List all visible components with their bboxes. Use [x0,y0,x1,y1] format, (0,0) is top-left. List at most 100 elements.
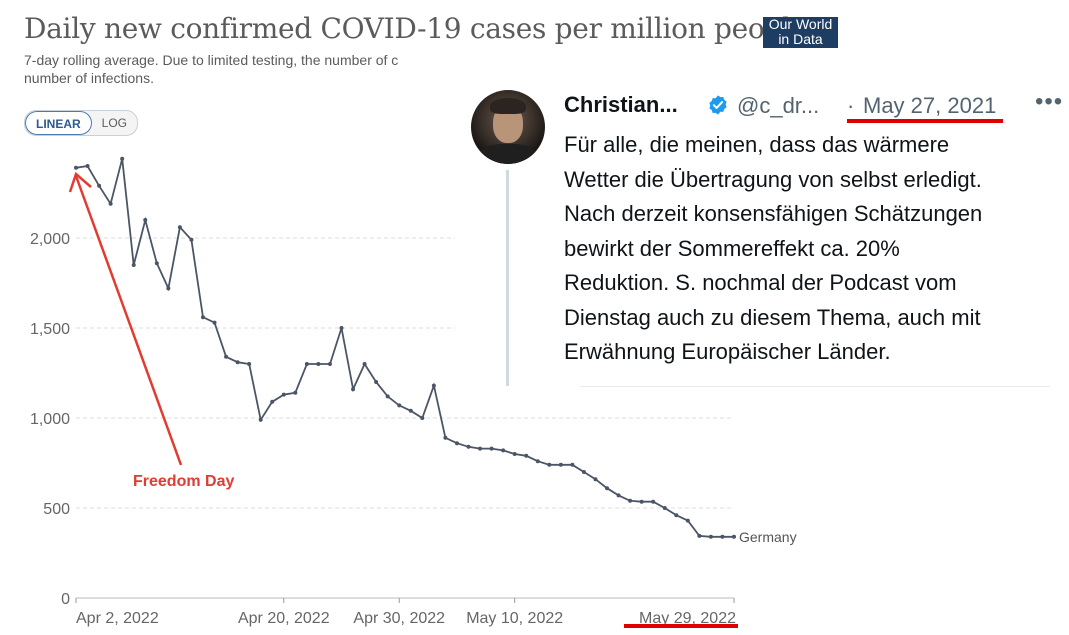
data-point [466,444,471,449]
data-point [581,470,586,474]
data-point [200,315,205,320]
data-point [651,499,656,504]
data-point [189,237,194,242]
data-point [339,326,344,330]
data-point [258,417,263,422]
data-point [85,164,90,168]
data-point [674,513,679,518]
data-point [224,354,229,359]
data-point [708,534,713,539]
y-tick-label: 2,000 [30,231,70,248]
data-point [443,435,448,440]
data-point [558,462,563,467]
data-point [351,387,356,392]
data-point [431,383,436,388]
series-label-germany: Germany [739,529,797,545]
data-point [732,534,736,539]
x-tick-label: Apr 20, 2022 [238,610,330,627]
data-point [385,394,390,399]
data-point [720,534,725,539]
tweet-line: Erwähnung Europäischer Länder. [564,339,891,364]
data-point [512,452,517,456]
owid-logo[interactable]: Our World in Data [763,17,838,48]
logo-line-2: in Data [778,31,823,47]
logo-line-1: Our World [768,17,833,32]
data-point [593,477,598,482]
data-point [420,416,425,420]
data-point [501,448,506,453]
series-line-germany [75,158,734,538]
tweet-handle[interactable]: @c_dr... [737,93,820,118]
data-point [177,225,182,230]
data-point [628,498,633,503]
linear-scale-button[interactable]: LINEAR [25,111,92,135]
y-tick-label: 1,500 [30,321,70,338]
tweet-line: Für alle, die meinen, dass das wärmere [564,132,950,157]
data-point [131,263,136,267]
data-point [270,399,275,404]
log-scale-button[interactable]: LOG [101,116,128,130]
x-tick-label: Apr 30, 2022 [353,610,445,627]
data-point [605,486,610,491]
tweet-line: Reduktion. S. nochmal der Podcast vom [564,270,957,295]
data-point [454,441,459,446]
tweet-line: bewirkt der Sommereffekt ca. 20% [564,235,900,261]
data-point [143,218,148,222]
data-point [570,462,575,467]
tweet-card[interactable]: Christian... @c_dr... · May 27, 2021 •••… [455,78,1069,394]
tweet-author-name[interactable]: Christian... [564,92,678,117]
y-tick-label: 1,000 [30,411,70,428]
data-point [685,518,690,523]
thread-line [506,170,509,386]
data-point [408,408,413,413]
data-point [697,533,702,538]
y-tick-label: 0 [61,591,70,608]
data-point [120,156,125,161]
tweet-line: Nach derzeit konsensfähigen Schätzungen [564,201,983,226]
data-point [616,493,621,498]
data-point [212,320,217,325]
data-point [247,362,252,366]
data-point [327,362,332,366]
date-red-underline [847,119,1003,123]
y-tick-label: 500 [43,501,70,518]
separator-dot: · [847,93,855,118]
data-point [166,286,171,291]
chart-title: Daily new confirmed COVID-19 cases per m… [24,12,808,45]
verified-badge-icon [709,95,727,115]
scale-toggle: LINEAR LOG [24,110,139,136]
x-tick-label: May 10, 2022 [466,610,563,627]
data-point [154,261,159,266]
freedom-day-arrowhead [68,171,92,193]
date-red-underline [624,624,738,628]
data-point [374,380,379,384]
data-point [293,390,298,395]
data-point [397,403,402,408]
data-point [478,446,483,451]
data-point [662,506,667,510]
data-point [489,446,494,451]
data-point [235,360,240,365]
x-tick-label: Apr 2, 2022 [76,610,159,627]
freedom-day-label: Freedom Day [133,473,234,490]
data-point [281,392,286,397]
x-tick-label: May 29, 2022 [639,610,736,627]
chart-subtitle: 7-day rolling average. Due to limited te… [24,52,399,86]
data-point [304,362,309,366]
data-point [74,165,78,170]
avatar[interactable] [471,90,545,164]
tweet-divider [580,386,1050,387]
tweet-line: Dienstag auch zu diesem Thema, auch mit [564,304,981,330]
data-point [97,183,102,188]
data-point [547,462,552,467]
data-point [108,201,113,206]
data-point [639,499,644,504]
tweet-text: Für alle, die meinen, dass das wärmere W… [564,128,1064,370]
tweet-date[interactable]: May 27, 2021 [863,93,997,118]
more-options-icon[interactable]: ••• [1035,88,1064,115]
data-point [362,362,367,366]
freedom-day-arrow [74,175,183,466]
data-point [524,453,529,458]
data-point [316,362,321,366]
